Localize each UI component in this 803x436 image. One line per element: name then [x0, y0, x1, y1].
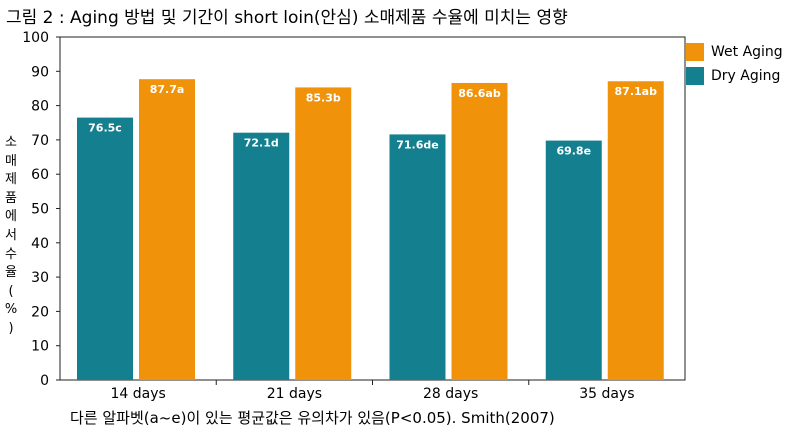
y-axis-label-char: 수 — [5, 246, 17, 262]
y-tick-label: 20 — [31, 304, 49, 320]
bar-dry-aging — [77, 117, 133, 380]
y-tick-label: 90 — [31, 64, 49, 80]
x-tick-label: 14 days — [110, 386, 165, 402]
chart-bars — [77, 79, 664, 381]
y-tick-label: 50 — [31, 202, 49, 218]
bar-wet-aging — [295, 87, 352, 381]
legend-item-wet-aging: Wet Aging — [686, 43, 783, 61]
y-axis-label-char: 품 — [5, 190, 17, 206]
bar-wet-aging — [607, 81, 664, 380]
y-axis-label-char: % — [4, 302, 18, 318]
y-axis-label-char: 에 — [5, 209, 17, 225]
y-tick-label: 0 — [40, 373, 49, 389]
bar-data-label: 72.1d — [244, 137, 279, 150]
legend-label-wet-aging: Wet Aging — [711, 44, 783, 60]
y-tick-label: 100 — [22, 30, 49, 46]
bar-data-label: 87.1ab — [615, 85, 658, 98]
y-axis-label-char: ( — [8, 283, 14, 299]
bar-dry-aging — [389, 134, 446, 380]
bar-data-label: 87.7a — [150, 83, 185, 96]
y-axis-label: 소 매 제 품 에 서 수 율 (%) — [3, 134, 19, 339]
bar-wet-aging — [451, 82, 508, 380]
bar-wet-aging — [139, 79, 195, 381]
y-tick-label: 60 — [31, 167, 49, 183]
chart-tick-labels: 0 10 20 30 40 50 60 70 80 90 100 14 days 21 days 28 d… — [22, 30, 634, 402]
bar-data-label: 85.3b — [306, 91, 341, 104]
chart-data-labels: 76.5c 87.7a 72.1d 85.3b 71.6de 86.6ab 69.8e 87.… — [88, 83, 657, 157]
y-tick-label: 40 — [31, 236, 49, 252]
y-axis-label-char: 매 — [5, 153, 17, 169]
chart-title: 그림 2 : Aging 방법 및 기간이 short loin(안심) 소매제… — [6, 8, 568, 28]
x-tick-label: 21 days — [267, 386, 322, 402]
bar-data-label: 76.5c — [88, 122, 122, 135]
chart-axes — [56, 36, 686, 385]
y-tick-label: 30 — [31, 270, 49, 286]
y-axis-label-char: 소 — [5, 135, 17, 150]
y-tick-label: 70 — [31, 133, 49, 149]
footnote: 다른 알파벳(a~e)이 있는 평균값은 유의차가 있음(P<0.05). Sm… — [70, 409, 555, 427]
y-axis-label-char: 제 — [5, 172, 17, 188]
legend-swatch-dry-aging — [686, 67, 704, 85]
legend-swatch-wet-aging — [686, 43, 704, 61]
x-tick-label: 35 days — [579, 386, 634, 402]
y-axis-label-char: ) — [8, 320, 14, 336]
bar-data-label: 71.6de — [396, 138, 438, 151]
y-tick-label: 10 — [31, 339, 49, 355]
bar-dry-aging — [233, 132, 290, 380]
legend-item-dry-aging: Dry Aging — [686, 67, 780, 85]
y-axis-label-char: 서 — [5, 227, 17, 243]
bar-data-label: 86.6ab — [458, 87, 501, 100]
legend-label-dry-aging: Dry Aging — [711, 68, 781, 84]
x-tick-label: 28 days — [423, 386, 478, 402]
bar-data-label: 69.8e — [556, 145, 591, 158]
bar-dry-aging — [545, 140, 602, 380]
y-axis-label-char: 율 — [5, 265, 17, 281]
y-tick-label: 80 — [31, 99, 49, 115]
